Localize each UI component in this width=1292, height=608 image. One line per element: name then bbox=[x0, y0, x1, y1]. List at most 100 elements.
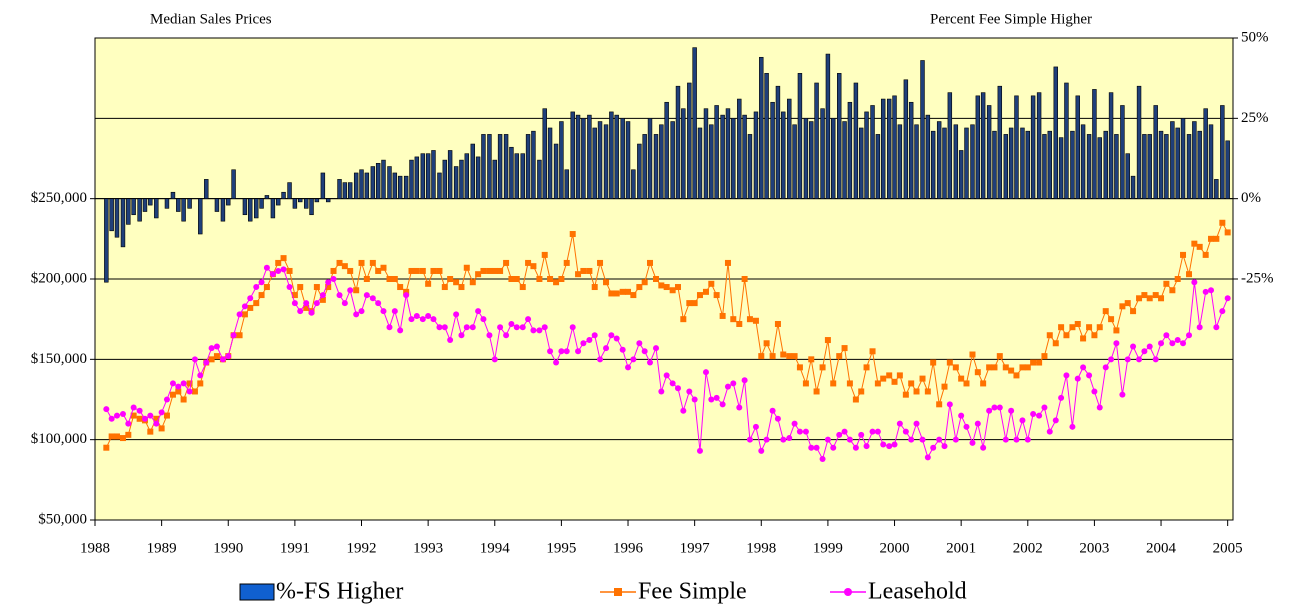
bar bbox=[970, 124, 975, 199]
marker bbox=[1146, 295, 1153, 302]
marker bbox=[819, 364, 826, 371]
bar bbox=[1192, 121, 1197, 199]
marker bbox=[336, 259, 343, 266]
marker bbox=[475, 271, 482, 278]
marker bbox=[619, 346, 626, 353]
marker bbox=[1141, 348, 1148, 355]
bar bbox=[1058, 137, 1064, 199]
bar bbox=[992, 130, 997, 199]
marker bbox=[786, 353, 793, 360]
marker bbox=[1130, 343, 1137, 350]
marker bbox=[558, 276, 565, 282]
marker bbox=[380, 264, 387, 271]
marker bbox=[469, 279, 476, 286]
bar bbox=[581, 118, 586, 199]
marker bbox=[653, 276, 660, 282]
bar bbox=[1203, 108, 1208, 199]
marker bbox=[475, 308, 482, 315]
marker bbox=[358, 259, 365, 266]
bar bbox=[870, 105, 875, 199]
bar bbox=[553, 143, 559, 199]
marker bbox=[486, 332, 493, 339]
marker bbox=[275, 267, 282, 274]
bar bbox=[781, 111, 786, 199]
x-tick-label: 2000 bbox=[880, 540, 910, 556]
marker bbox=[1169, 340, 1176, 347]
y2-tick-label: 25% bbox=[1241, 110, 1269, 126]
bar bbox=[1003, 134, 1009, 199]
bar bbox=[1097, 137, 1102, 199]
x-tick-label: 1996 bbox=[613, 540, 644, 556]
marker bbox=[563, 259, 570, 266]
bar bbox=[1136, 85, 1142, 199]
bar bbox=[364, 172, 370, 199]
marker bbox=[541, 324, 548, 331]
bar bbox=[720, 114, 725, 199]
x-tick-label: 1999 bbox=[813, 540, 843, 556]
legend-marker bbox=[844, 588, 852, 596]
legend-label: Leasehold bbox=[868, 579, 967, 605]
marker bbox=[1141, 292, 1148, 299]
marker bbox=[930, 359, 937, 366]
bar bbox=[154, 198, 159, 219]
x-tick-label: 1998 bbox=[746, 540, 776, 556]
x-tick-label: 2005 bbox=[1213, 540, 1243, 556]
marker bbox=[1086, 324, 1093, 331]
bar bbox=[753, 111, 759, 199]
bar bbox=[936, 121, 942, 199]
marker bbox=[719, 401, 726, 408]
bar bbox=[1125, 153, 1130, 199]
bar bbox=[164, 198, 170, 209]
marker bbox=[1091, 388, 1098, 395]
bar bbox=[653, 134, 659, 199]
marker bbox=[986, 364, 993, 371]
marker bbox=[636, 284, 643, 291]
marker bbox=[802, 428, 809, 435]
marker bbox=[430, 267, 437, 274]
marker bbox=[1036, 359, 1043, 366]
marker bbox=[1174, 337, 1181, 344]
bar bbox=[276, 198, 281, 206]
marker bbox=[658, 282, 665, 289]
marker bbox=[774, 320, 781, 327]
marker bbox=[319, 292, 326, 299]
marker bbox=[836, 431, 843, 438]
marker bbox=[275, 259, 282, 266]
bar bbox=[104, 198, 109, 283]
bar bbox=[820, 108, 825, 199]
marker bbox=[569, 231, 576, 238]
marker bbox=[1213, 324, 1220, 331]
bar bbox=[603, 124, 609, 199]
marker bbox=[130, 412, 137, 419]
marker bbox=[236, 311, 243, 318]
marker bbox=[702, 288, 709, 295]
marker bbox=[503, 332, 510, 339]
marker bbox=[1163, 332, 1170, 339]
bar bbox=[897, 124, 903, 199]
marker bbox=[1213, 235, 1220, 242]
bar bbox=[814, 82, 819, 199]
marker bbox=[380, 308, 387, 315]
marker bbox=[713, 394, 720, 401]
marker bbox=[603, 345, 610, 352]
marker bbox=[619, 288, 626, 295]
bar bbox=[675, 85, 681, 199]
marker bbox=[1163, 280, 1170, 287]
bar bbox=[314, 198, 320, 203]
marker bbox=[1019, 417, 1026, 424]
bar bbox=[925, 114, 931, 199]
bar bbox=[892, 95, 897, 199]
bar bbox=[609, 111, 614, 199]
marker bbox=[1002, 364, 1009, 371]
bar bbox=[620, 118, 625, 199]
x-tick-label: 1989 bbox=[147, 540, 177, 556]
marker bbox=[253, 284, 260, 291]
marker bbox=[1096, 404, 1103, 411]
bar bbox=[1036, 92, 1042, 199]
marker bbox=[269, 271, 276, 278]
marker bbox=[741, 377, 748, 384]
marker bbox=[286, 267, 293, 274]
marker bbox=[680, 407, 687, 414]
marker bbox=[513, 276, 520, 282]
marker bbox=[313, 284, 320, 291]
